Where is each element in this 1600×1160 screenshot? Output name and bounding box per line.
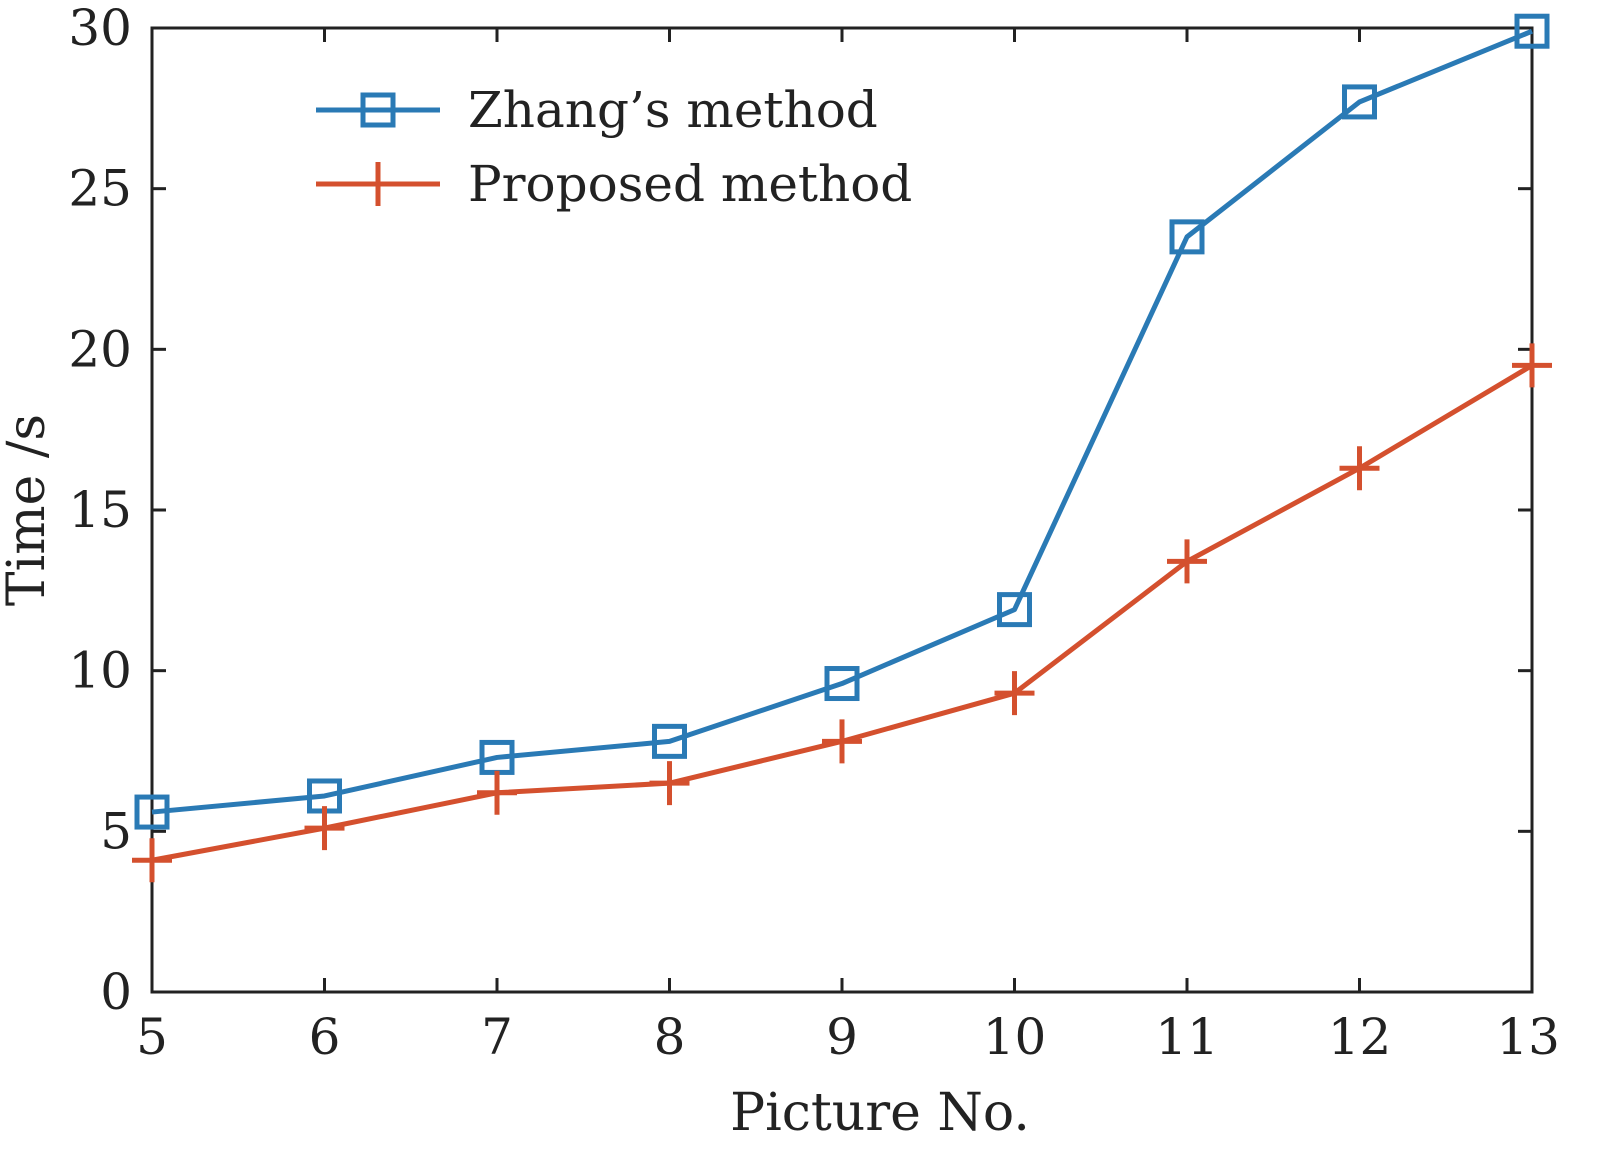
y-tick-label: 15 — [68, 481, 132, 539]
x-axis-title: Picture No. — [730, 1083, 1030, 1143]
series-1-point — [997, 592, 1032, 628]
legend-marker-1 — [360, 92, 396, 128]
x-tick-label: 9 — [826, 1008, 858, 1066]
series-2-point — [649, 761, 690, 806]
x-tick-label: 6 — [309, 1008, 341, 1066]
legend-marker-2 — [358, 162, 398, 206]
y-tick-label: 5 — [100, 802, 132, 860]
series-1-point — [1514, 13, 1550, 49]
series-2-point — [477, 770, 517, 815]
series-1-point — [824, 666, 860, 702]
x-tick-label: 8 — [654, 1008, 686, 1066]
y-tick-label: 0 — [100, 963, 132, 1021]
y-tick-label: 20 — [68, 320, 132, 378]
series-2-point — [1512, 343, 1552, 388]
series-2-point — [822, 719, 862, 764]
series-2-point — [1339, 446, 1380, 491]
legend-label-1: Zhang’s method — [468, 81, 878, 139]
y-axis-title: Time /s — [0, 414, 57, 606]
x-tick-label: 7 — [481, 1008, 513, 1066]
legend-label-2: Proposed method — [468, 155, 912, 213]
x-tick-label: 13 — [1496, 1008, 1560, 1066]
x-tick-label: 11 — [1155, 1008, 1219, 1066]
series-1-point — [1342, 84, 1377, 120]
x-tick-label: 10 — [983, 1008, 1047, 1066]
x-tick-label: 12 — [1328, 1008, 1392, 1066]
series-2-point — [132, 838, 172, 883]
series-line-1 — [151, 28, 1533, 815]
series-1-point — [134, 794, 170, 830]
series-1-point — [1169, 219, 1205, 255]
series-2-point — [1167, 539, 1207, 584]
x-tick-label: 5 — [136, 1008, 168, 1066]
series-2-point — [304, 806, 345, 851]
series-1-point — [652, 723, 687, 759]
series-2-point — [994, 671, 1035, 716]
y-tick-label: 10 — [68, 642, 132, 700]
y-tick-label: 30 — [68, 0, 132, 57]
y-tick-label: 25 — [68, 160, 132, 218]
